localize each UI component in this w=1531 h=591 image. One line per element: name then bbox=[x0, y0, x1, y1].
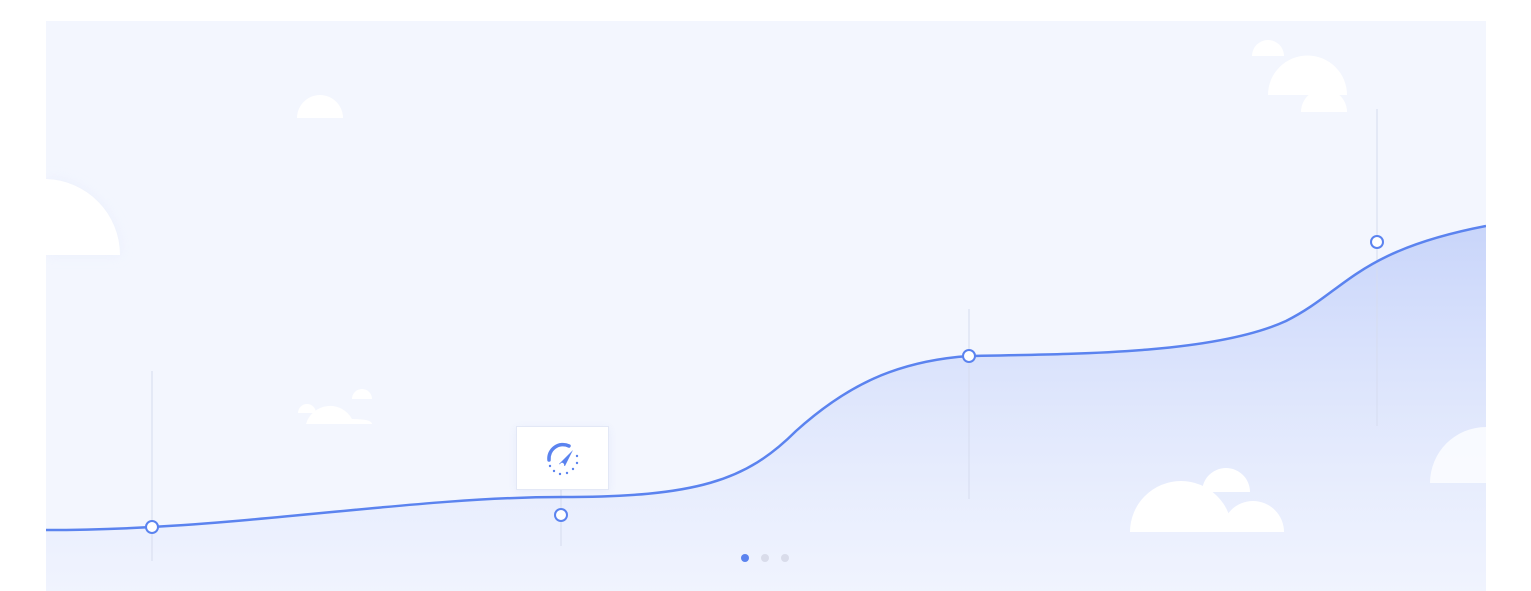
hero-illustration bbox=[46, 21, 1486, 591]
cloud-right-edge bbox=[1430, 427, 1486, 483]
cloud-small-middle-left bbox=[298, 389, 372, 424]
cloud-top-left bbox=[297, 95, 343, 118]
milestone-2-marker[interactable] bbox=[554, 508, 568, 522]
growth-area bbox=[46, 226, 1486, 591]
carousel-dot-2[interactable] bbox=[761, 554, 769, 562]
growth-line bbox=[46, 224, 1486, 532]
milestone-1-marker[interactable] bbox=[145, 520, 159, 534]
carousel-dot-3[interactable] bbox=[781, 554, 789, 562]
carousel-pagination bbox=[741, 554, 789, 562]
cloud-left-edge bbox=[46, 179, 120, 255]
cloud-top-right bbox=[1252, 40, 1347, 112]
milestone-2-card[interactable] bbox=[516, 426, 609, 490]
cloud-bottom-right bbox=[1130, 468, 1284, 532]
milestone-4-marker[interactable] bbox=[1370, 235, 1384, 249]
growth-curve-illustration bbox=[46, 40, 1486, 591]
speedometer-icon bbox=[546, 442, 578, 476]
milestone-3-marker[interactable] bbox=[962, 349, 976, 363]
carousel-dot-1[interactable] bbox=[741, 554, 749, 562]
